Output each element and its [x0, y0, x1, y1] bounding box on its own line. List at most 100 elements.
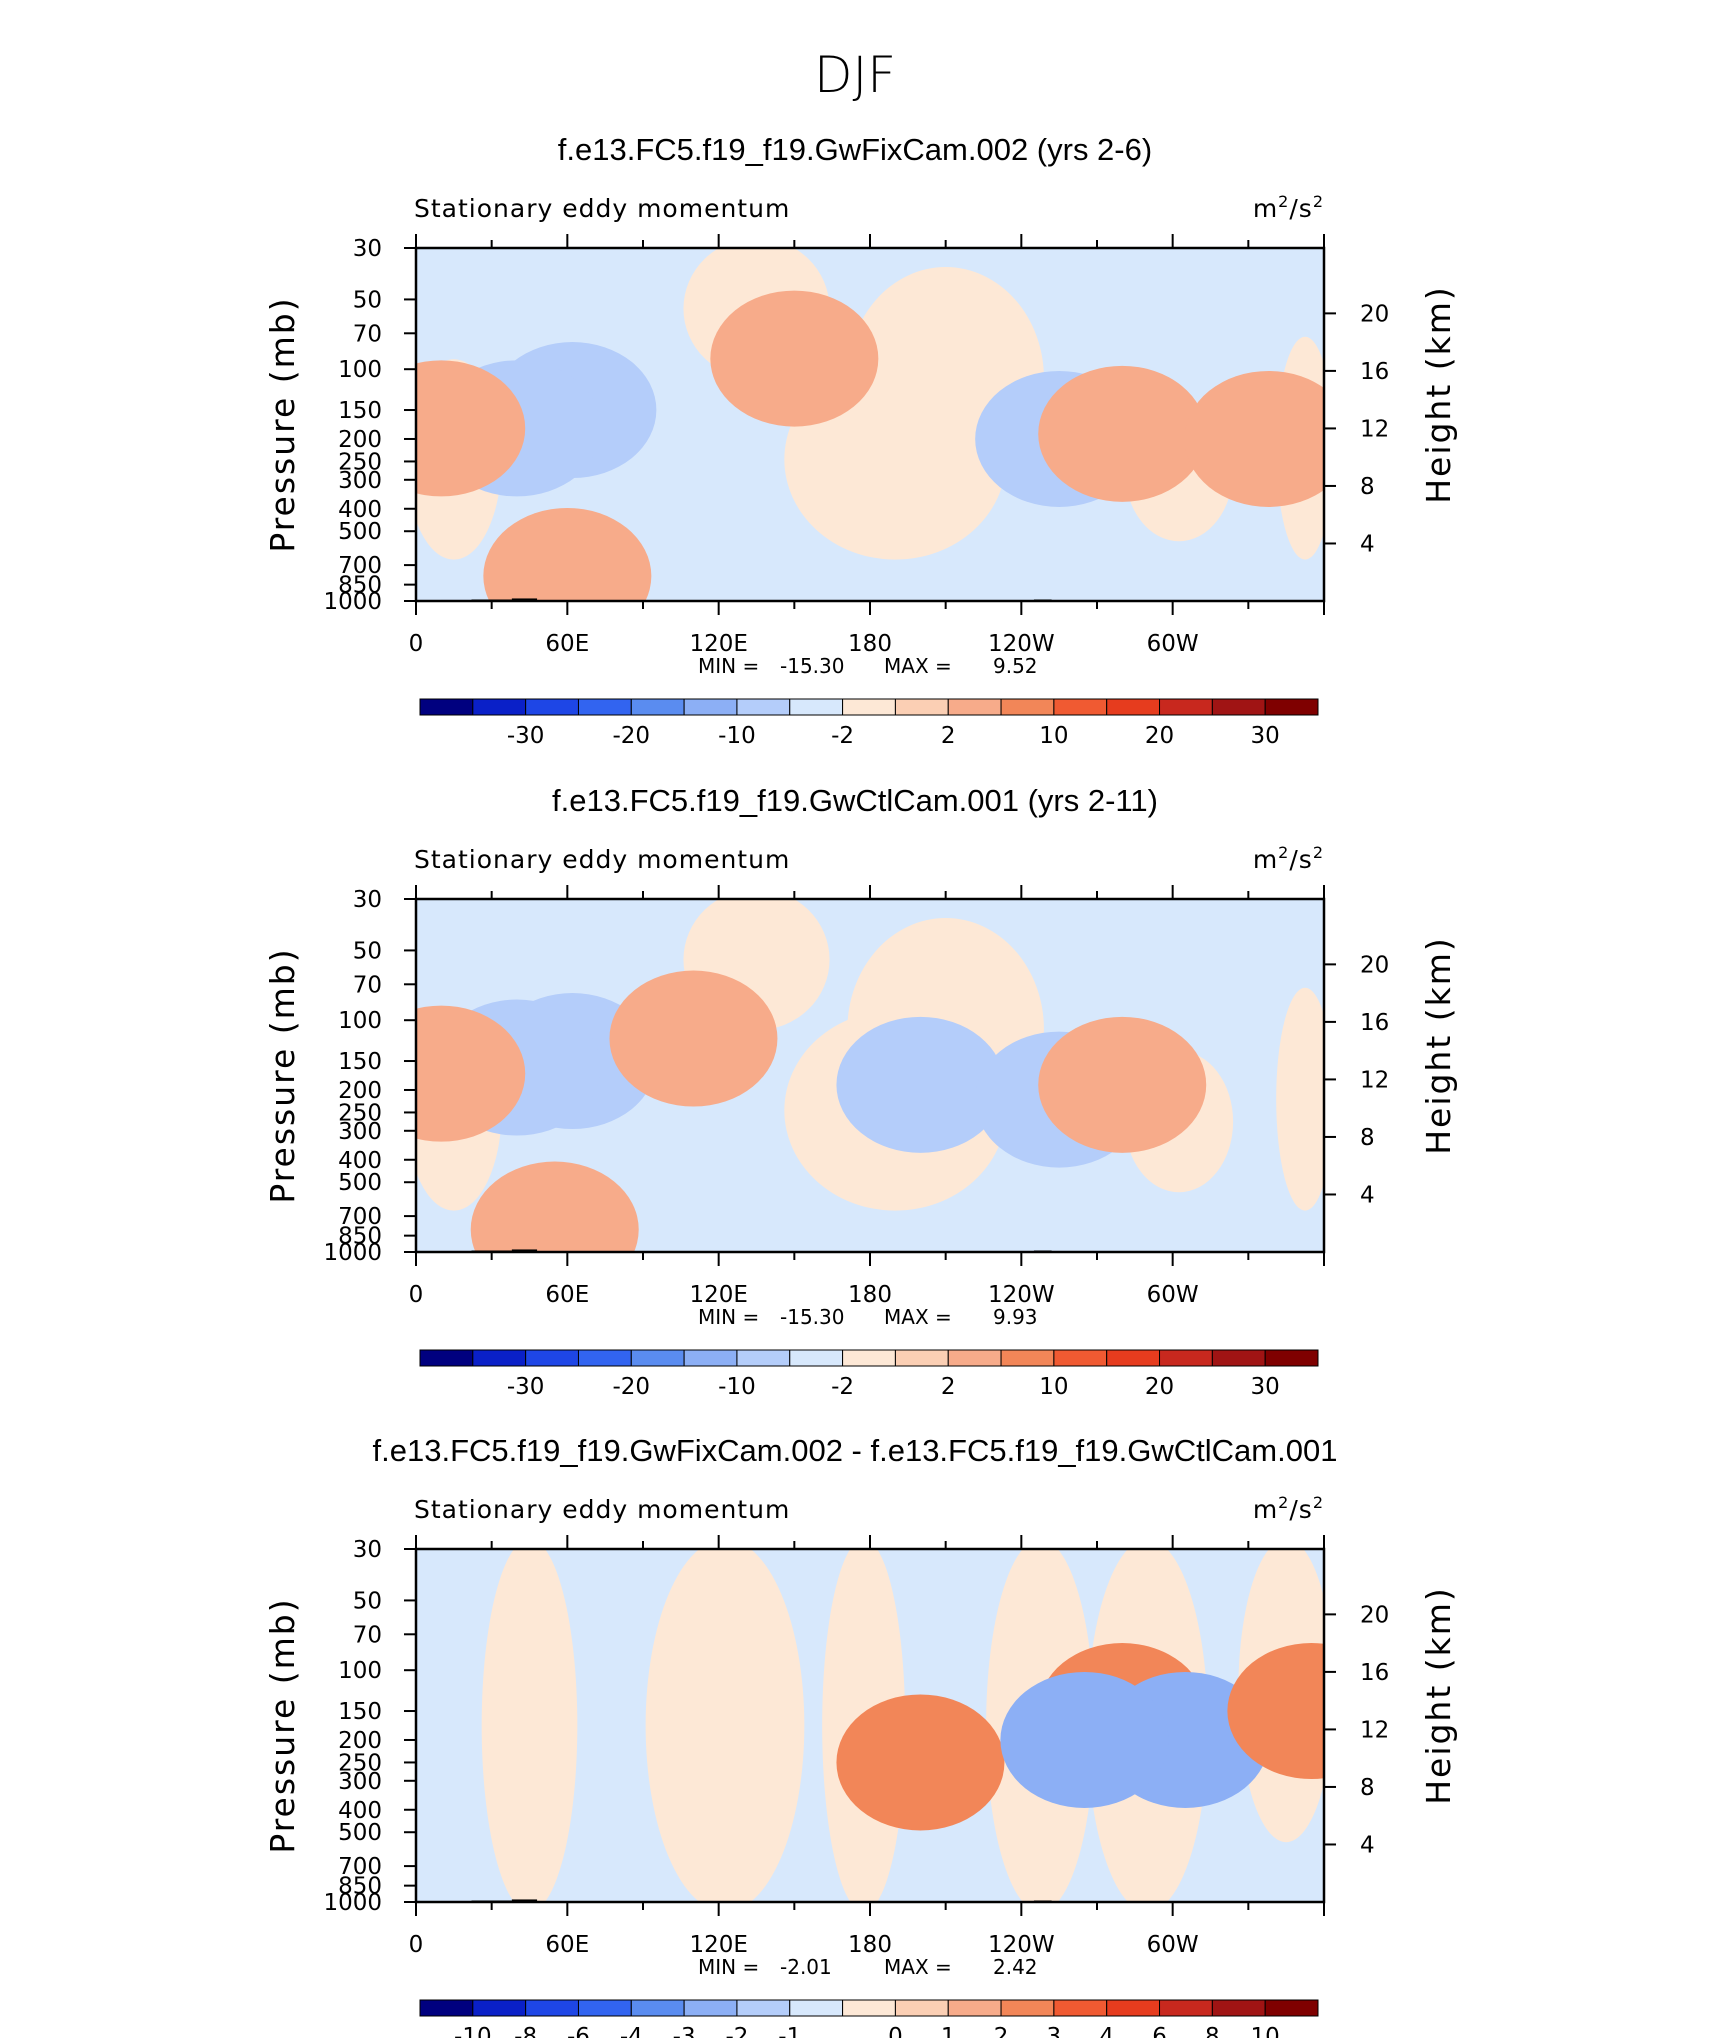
contour-feature	[1000, 1671, 1169, 1808]
colorbar-box	[842, 698, 896, 716]
colorbar-label: 1	[941, 2024, 956, 2038]
pressure-tick-label: 100	[338, 1008, 382, 1034]
colorbar-label: -20	[613, 723, 651, 749]
units-base: m	[1253, 1495, 1278, 1524]
colorbar-box	[525, 1349, 579, 1367]
units-exp2: 2	[1313, 1493, 1324, 1512]
height-tick-label: 4	[1360, 1832, 1375, 1858]
y-axis-title: Pressure (mb)	[263, 296, 302, 552]
height-tick-label: 8	[1360, 1775, 1375, 1801]
colorbar-box	[1159, 1999, 1213, 2017]
colorbar-label: 2	[994, 2024, 1009, 2038]
x-tick-label: 180	[848, 631, 892, 657]
pressure-tick-label: 700	[338, 553, 382, 579]
colorbar-box	[1000, 698, 1055, 716]
colorbar-box	[419, 698, 474, 716]
colorbar-box	[1053, 1349, 1108, 1367]
colorbar-box	[419, 1349, 474, 1367]
pressure-tick-label: 30	[353, 1537, 382, 1563]
max-value: 9.93	[993, 1305, 1038, 1329]
contour-field	[416, 1549, 1324, 1902]
contour-feature	[1038, 1016, 1207, 1153]
x-tick-label: 60W	[1147, 631, 1199, 657]
pressure-tick-label: 50	[353, 938, 382, 964]
contour-feature	[1038, 365, 1207, 502]
colorbar-box	[1053, 1999, 1108, 2017]
pressure-tick-label: 100	[338, 1658, 382, 1684]
positive-band	[1276, 987, 1324, 1211]
min-value: -15.30	[780, 1305, 844, 1329]
colorbar-box	[1211, 1349, 1266, 1367]
colorbar-box	[577, 698, 632, 716]
colorbar-box	[419, 1999, 474, 2017]
y-axis-title: Pressure (mb)	[263, 1597, 302, 1853]
pressure-tick-label: 70	[353, 972, 382, 998]
units-slash: /s	[1289, 194, 1312, 223]
x-tick-label: 0	[409, 1932, 424, 1958]
variable-label: Stationary eddy momentum	[414, 1495, 790, 1524]
x-tick-label: 120W	[988, 631, 1055, 657]
units-label: m2/s2	[1253, 843, 1324, 874]
pressure-tick-label: 50	[353, 287, 382, 313]
x-tick-label: 180	[848, 1282, 892, 1308]
pressure-tick-label: 1000	[323, 1240, 382, 1266]
colorbar-box	[630, 1349, 685, 1367]
colorbar-label: 10	[1251, 2024, 1280, 2038]
pressure-tick-label: 400	[338, 1148, 382, 1174]
units-slash: /s	[1289, 845, 1312, 874]
y-axis-title: Pressure (mb)	[263, 947, 302, 1203]
colorbar-box	[1106, 1999, 1161, 2017]
colorbar-box	[1211, 698, 1266, 716]
x-tick-label: 60E	[545, 1282, 589, 1308]
pressure-tick-label: 250	[338, 1750, 382, 1776]
height-tick-label: 16	[1360, 1010, 1389, 1036]
pressure-tick-label: 150	[338, 1049, 382, 1075]
x-tick-label: 0	[409, 631, 424, 657]
colorbar-box	[683, 698, 738, 716]
panel-title: f.e13.FC5.f19_f19.GwFixCam.002 - f.e13.F…	[373, 1433, 1338, 1468]
max-label: MAX =	[884, 654, 952, 678]
colorbar-label: 4	[1099, 2024, 1114, 2038]
height-tick-label: 8	[1360, 1125, 1375, 1151]
colorbar-box	[894, 698, 949, 716]
colorbar-box	[1053, 698, 1108, 716]
colorbar-box	[789, 698, 844, 716]
colorbar-label: 20	[1145, 1374, 1174, 1400]
colorbar-box	[472, 1349, 527, 1367]
colorbar-box	[1000, 1349, 1055, 1367]
pressure-tick-label: 30	[353, 887, 382, 913]
min-value: -2.01	[780, 1955, 832, 1979]
colorbar-label: -2	[831, 723, 854, 749]
colorbar-box	[736, 1999, 791, 2017]
height-tick-label: 16	[1360, 359, 1389, 385]
contour-feature	[1184, 371, 1324, 507]
min-value: -15.30	[780, 654, 844, 678]
min-label: MIN =	[698, 654, 759, 678]
height-tick-label: 16	[1360, 1660, 1389, 1686]
colorbar-box	[789, 1999, 844, 2017]
colorbar-box	[1106, 1349, 1161, 1367]
colorbar-label: 20	[1145, 723, 1174, 749]
x-tick-label: 120E	[689, 631, 747, 657]
height-tick-label: 12	[1360, 1067, 1389, 1093]
x-tick-label: 120E	[689, 1932, 747, 1958]
units-label: m2/s2	[1253, 1493, 1324, 1524]
pressure-tick-label: 400	[338, 1798, 382, 1824]
pressure-tick-label: 50	[353, 1588, 382, 1614]
colorbar-box	[1264, 698, 1319, 716]
panel-3: f.e13.FC5.f19_f19.GwFixCam.002 - f.e13.F…	[263, 1433, 1458, 2038]
height-tick-label: 20	[1360, 1602, 1389, 1628]
colorbar-label: -2	[831, 1374, 854, 1400]
colorbar-box	[1159, 698, 1213, 716]
height-tick-label: 20	[1360, 301, 1389, 327]
colorbar-label: -6	[567, 2024, 590, 2038]
contour-feature	[483, 508, 652, 601]
x-tick-label: 60E	[545, 631, 589, 657]
contour-feature	[836, 1016, 1005, 1153]
contour-feature	[710, 290, 879, 427]
colorbar-box	[525, 698, 579, 716]
max-label: MAX =	[884, 1955, 952, 1979]
topography	[511, 598, 538, 601]
contour-feature	[416, 360, 526, 497]
units-slash: /s	[1289, 1495, 1312, 1524]
